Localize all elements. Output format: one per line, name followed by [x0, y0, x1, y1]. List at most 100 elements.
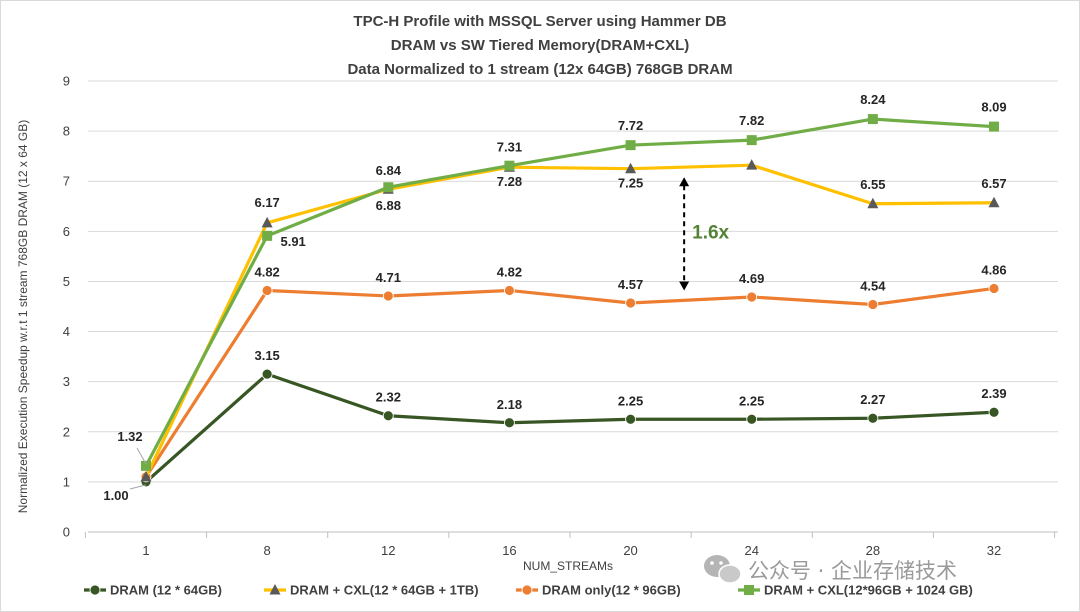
data-point-s4-28: [867, 114, 878, 125]
gridlines: [88, 80, 1058, 483]
y-tick-label-7: 7: [63, 174, 70, 189]
data-label-s2-28: 6.55: [860, 177, 885, 192]
y-tick-label-9: 9: [63, 74, 70, 89]
chart-title: TPC-H Profile with MSSQL Server using Ha…: [347, 13, 732, 78]
series-layer: [140, 114, 1000, 488]
series-line-2: [144, 163, 996, 479]
data-point-s4-16: [504, 160, 515, 171]
data-point-s2-28: [867, 197, 879, 209]
legend-item-3: DRAM only(12 * 96GB): [516, 583, 681, 598]
legend-item-1: DRAM (12 * 64GB): [84, 583, 222, 598]
label-leader-line: [136, 447, 147, 465]
data-point-s2-1: [140, 470, 152, 482]
data-label-s2-32: 6.57: [981, 176, 1006, 191]
legend-label-4: DRAM + CXL(12*96GB + 1024 GB): [764, 583, 973, 598]
x-axis-title: NUM_STREAMs: [523, 559, 613, 573]
data-point-s3-12: [382, 290, 394, 302]
legend-label-3: DRAM only(12 * 96GB): [542, 583, 681, 598]
watermark-text: 公众号 · 企业存储技术: [748, 559, 957, 583]
data-point-s1-24: [746, 413, 758, 425]
data-label-s1-24: 2.25: [739, 393, 764, 408]
data-point-s4-32: [989, 121, 999, 132]
data-point-s3-28: [867, 299, 879, 310]
data-point-s4-12: [383, 182, 394, 193]
data-label-s2-12: 6.84: [376, 163, 402, 178]
wechat-icon: [704, 555, 742, 584]
series-line-3: [144, 286, 996, 479]
data-label-s1-16: 2.18: [497, 397, 522, 412]
x-tick-label-28: 28: [866, 543, 880, 558]
legend-swatch-marker: [89, 584, 101, 596]
x-tick-label-8: 8: [264, 543, 271, 558]
data-label-s4-28: 8.24: [860, 92, 886, 107]
y-tick-label-1: 1: [63, 474, 70, 489]
watermark: 公众号 · 企业存储技术: [704, 555, 957, 584]
title-line-1: TPC-H Profile with MSSQL Server using Ha…: [353, 13, 726, 30]
x-tick-label-20: 20: [623, 543, 637, 558]
y-tick-label-3: 3: [63, 374, 70, 389]
series-1: [140, 368, 1000, 488]
series-4: [141, 114, 999, 471]
data-label-s4-16: 7.31: [497, 140, 522, 155]
data-point-s1-16: [504, 417, 515, 429]
data-label-s1-28: 2.27: [860, 392, 885, 407]
data-point-s4-24: [746, 135, 757, 146]
speedup-arrow-head-up: [679, 177, 690, 187]
series-line-4: [144, 117, 996, 468]
legend-label-1: DRAM (12 * 64GB): [110, 583, 222, 598]
legend-item-2: DRAM + CXL(12 * 64GB + 1TB): [264, 583, 479, 598]
data-label-s3-8: 4.82: [254, 264, 279, 279]
x-tick-label-1: 1: [142, 543, 149, 558]
data-label-s3-20: 4.57: [618, 277, 643, 292]
data-label-s4-12: 6.88: [376, 198, 401, 213]
y-tick-label-6: 6: [63, 224, 70, 239]
data-point-s2-20: [625, 162, 637, 174]
x-tick-label-12: 12: [381, 543, 395, 558]
title-line-2: DRAM vs SW Tiered Memory(DRAM+CXL): [391, 37, 690, 54]
data-point-s3-8: [261, 285, 273, 296]
data-label-s4-1: 1.32: [117, 429, 142, 444]
legend-label-2: DRAM + CXL(12 * 64GB + 1TB): [290, 583, 479, 598]
data-point-s3-24: [746, 291, 758, 303]
title-line-3: Data Normalized to 1 stream (12x 64GB) 7…: [347, 61, 732, 78]
y-axis-title: Normalized Execution Speedup w.r.t 1 str…: [16, 120, 30, 514]
speedup-arrow-head-down: [679, 281, 690, 291]
legend-swatch-marker: [269, 584, 281, 595]
data-point-s3-20: [625, 297, 636, 309]
annotation-layer: 1.6x: [679, 177, 730, 291]
data-label-s1-8: 3.15: [254, 348, 279, 363]
y-tick-label-5: 5: [63, 274, 70, 289]
data-label-s3-16: 4.82: [497, 264, 522, 279]
legend-swatch-marker: [521, 584, 533, 596]
data-point-s3-16: [504, 285, 515, 296]
series-line-1: [144, 372, 996, 484]
y-tick-label-2: 2: [63, 424, 70, 439]
data-point-s1-8: [261, 368, 273, 380]
data-label-s4-32: 8.09: [981, 100, 1006, 115]
data-point-s4-20: [625, 140, 636, 151]
data-label-s2-8: 6.17: [254, 195, 279, 210]
data-labels-layer: 1.00 3.15 2.32 2.18 2.25 2.25 2.27 2.39 6.17 6.84…: [103, 92, 1006, 503]
speedup-callout-label: 1.6x: [692, 222, 729, 243]
data-point-s2-8: [261, 216, 273, 228]
data-label-s4-24: 7.82: [739, 113, 764, 128]
data-point-s3-32: [988, 283, 1000, 294]
x-tick-label-24: 24: [744, 543, 758, 558]
data-label-s4-20: 7.72: [618, 118, 643, 133]
label-leader-line: [129, 484, 147, 490]
data-label-s1-32: 2.39: [981, 386, 1006, 401]
y-tick-label-4: 4: [63, 324, 70, 339]
data-label-s3-24: 4.69: [739, 271, 764, 286]
data-point-s1-28: [867, 412, 879, 424]
legend: DRAM (12 * 64GB) DRAM + CXL(12 * 64GB + 1…: [84, 583, 973, 598]
data-label-s2-20: 7.25: [618, 176, 643, 191]
y-tick-label-0: 0: [63, 525, 70, 540]
data-label-s1-12: 2.32: [376, 390, 401, 405]
data-label-s2-16: 7.28: [497, 174, 522, 189]
data-point-s4-8: [262, 230, 273, 241]
data-point-s2-32: [988, 196, 1000, 208]
data-label-s3-12: 4.71: [376, 270, 401, 285]
y-axis-ticks: 0 1 2 3 4 5 6 7 8 9: [63, 74, 70, 540]
